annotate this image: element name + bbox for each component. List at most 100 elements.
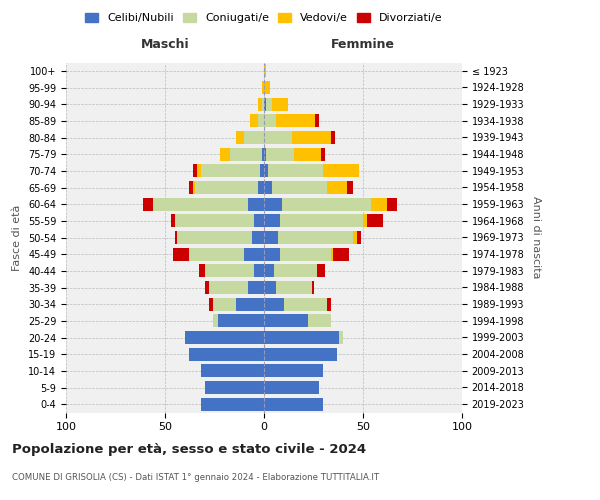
Bar [254,264,264,278]
Bar [264,64,266,78]
Bar [308,314,331,328]
Bar [209,281,248,294]
Bar [264,114,276,128]
Bar [311,281,314,294]
Bar [280,248,331,260]
Bar [185,331,264,344]
Bar [264,181,272,194]
Bar [274,264,317,278]
Text: COMUNE DI GRISOLIA (CS) - Dati ISTAT 1° gennaio 2024 - Elaborazione TUTTITALIA.I: COMUNE DI GRISOLIA (CS) - Dati ISTAT 1° … [12,472,379,482]
Bar [264,381,319,394]
Bar [294,148,322,160]
Bar [258,114,264,128]
Bar [331,131,335,144]
Bar [197,164,200,177]
Bar [220,148,230,160]
Bar [199,264,205,278]
Bar [264,131,292,144]
Bar [363,214,367,228]
Bar [264,214,280,228]
Bar [205,281,209,294]
Bar [244,131,264,144]
Bar [323,164,359,177]
Bar [230,148,262,160]
Bar [175,231,177,244]
Bar [193,164,197,177]
Legend: Celibi/Nubili, Coniugati/e, Vedovi/e, Divorziati/e: Celibi/Nubili, Coniugati/e, Vedovi/e, Di… [81,8,447,28]
Bar [189,348,264,360]
Bar [262,98,264,110]
Bar [200,364,264,378]
Bar [250,114,258,128]
Bar [264,364,323,378]
Bar [212,314,218,328]
Bar [264,98,266,110]
Bar [262,81,264,94]
Bar [209,298,212,310]
Bar [276,281,311,294]
Bar [264,198,282,210]
Bar [200,398,264,410]
Bar [282,198,371,210]
Bar [189,248,244,260]
Bar [264,314,308,328]
Bar [264,398,323,410]
Bar [264,298,284,310]
Bar [194,181,258,194]
Bar [254,214,264,228]
Y-axis label: Fasce di età: Fasce di età [13,204,22,270]
Bar [244,248,264,260]
Bar [252,231,264,244]
Bar [357,231,361,244]
Bar [272,98,288,110]
Bar [371,198,387,210]
Bar [193,181,194,194]
Bar [173,248,189,260]
Bar [328,181,347,194]
Bar [175,214,254,228]
Text: Popolazione per età, sesso e stato civile - 2024: Popolazione per età, sesso e stato civil… [12,442,366,456]
Bar [266,148,294,160]
Bar [264,281,276,294]
Bar [258,98,262,110]
Bar [248,198,264,210]
Bar [347,181,353,194]
Bar [280,214,363,228]
Bar [189,181,193,194]
Bar [276,114,316,128]
Bar [328,298,331,310]
Bar [284,298,328,310]
Bar [153,198,248,210]
Bar [200,164,260,177]
Bar [264,248,280,260]
Bar [236,131,244,144]
Bar [353,231,357,244]
Bar [322,148,325,160]
Bar [236,298,264,310]
Text: Femmine: Femmine [331,38,395,51]
Bar [316,114,319,128]
Bar [339,331,343,344]
Bar [264,231,278,244]
Bar [264,81,270,94]
Bar [260,164,264,177]
Bar [367,214,383,228]
Bar [248,281,264,294]
Bar [264,264,274,278]
Bar [264,164,268,177]
Bar [218,314,264,328]
Bar [334,248,349,260]
Text: Maschi: Maschi [140,38,190,51]
Bar [268,164,323,177]
Bar [212,298,236,310]
Bar [264,148,266,160]
Bar [292,131,331,144]
Bar [262,148,264,160]
Bar [331,248,334,260]
Bar [205,381,264,394]
Bar [266,98,272,110]
Bar [205,264,254,278]
Bar [264,348,337,360]
Bar [317,264,325,278]
Bar [171,214,175,228]
